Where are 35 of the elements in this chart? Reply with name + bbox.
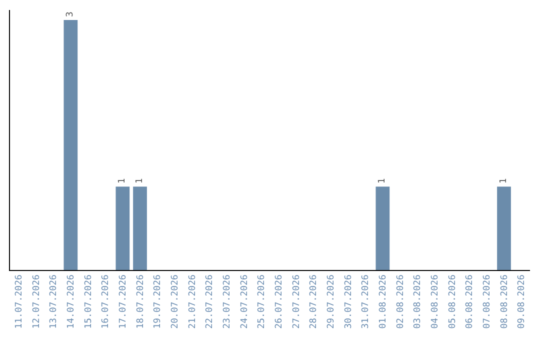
x-tick-label: 13.07.2026	[49, 274, 60, 329]
x-tick-label: 04.08.2026	[430, 274, 441, 329]
x-tick-label: 26.07.2026	[274, 274, 285, 329]
data-label: 1	[118, 178, 128, 184]
x-tick-label: 25.07.2026	[257, 274, 268, 329]
x-tick-label: 05.08.2026	[448, 274, 458, 329]
x-tick-label: 07.08.2026	[482, 274, 493, 329]
x-tick-label: 27.07.2026	[292, 274, 302, 329]
x-tick-label: 23.07.2026	[222, 274, 233, 329]
x-tick-label: 22.07.2026	[205, 274, 216, 329]
data-label: 1	[135, 178, 145, 184]
x-tick-label: 16.07.2026	[101, 274, 112, 329]
x-tick-label: 28.07.2026	[309, 274, 320, 329]
x-tick-label: 03.08.2026	[413, 274, 424, 329]
x-tick-label: 18.07.2026	[136, 274, 146, 329]
x-tick-label: 30.07.2026	[344, 274, 354, 329]
data-label: 1	[499, 178, 509, 184]
x-tick-label: 15.07.2026	[84, 274, 94, 329]
x-tick-label: 29.07.2026	[326, 274, 337, 329]
x-tick-label: 02.08.2026	[396, 274, 406, 329]
data-label: 3	[66, 12, 76, 17]
x-tick-label: 17.07.2026	[118, 274, 129, 329]
x-tick-label: 06.08.2026	[465, 274, 476, 329]
x-tick-label: 01.08.2026	[378, 274, 389, 329]
x-tick-label: 21.07.2026	[188, 274, 198, 329]
x-tick-label: 24.07.2026	[240, 274, 250, 329]
x-tick-label: 19.07.2026	[153, 274, 164, 329]
x-tick-label: 12.07.2026	[32, 274, 42, 329]
x-tick-label: 11.07.2026	[14, 274, 25, 329]
x-tick-label: 20.07.2026	[170, 274, 181, 329]
x-tick-label: 14.07.2026	[66, 274, 77, 329]
data-label: 1	[378, 178, 388, 184]
x-tick-label: 31.07.2026	[361, 274, 372, 329]
x-tick-label: 08.08.2026	[500, 274, 510, 329]
x-tick-label: 09.08.2026	[517, 274, 528, 329]
